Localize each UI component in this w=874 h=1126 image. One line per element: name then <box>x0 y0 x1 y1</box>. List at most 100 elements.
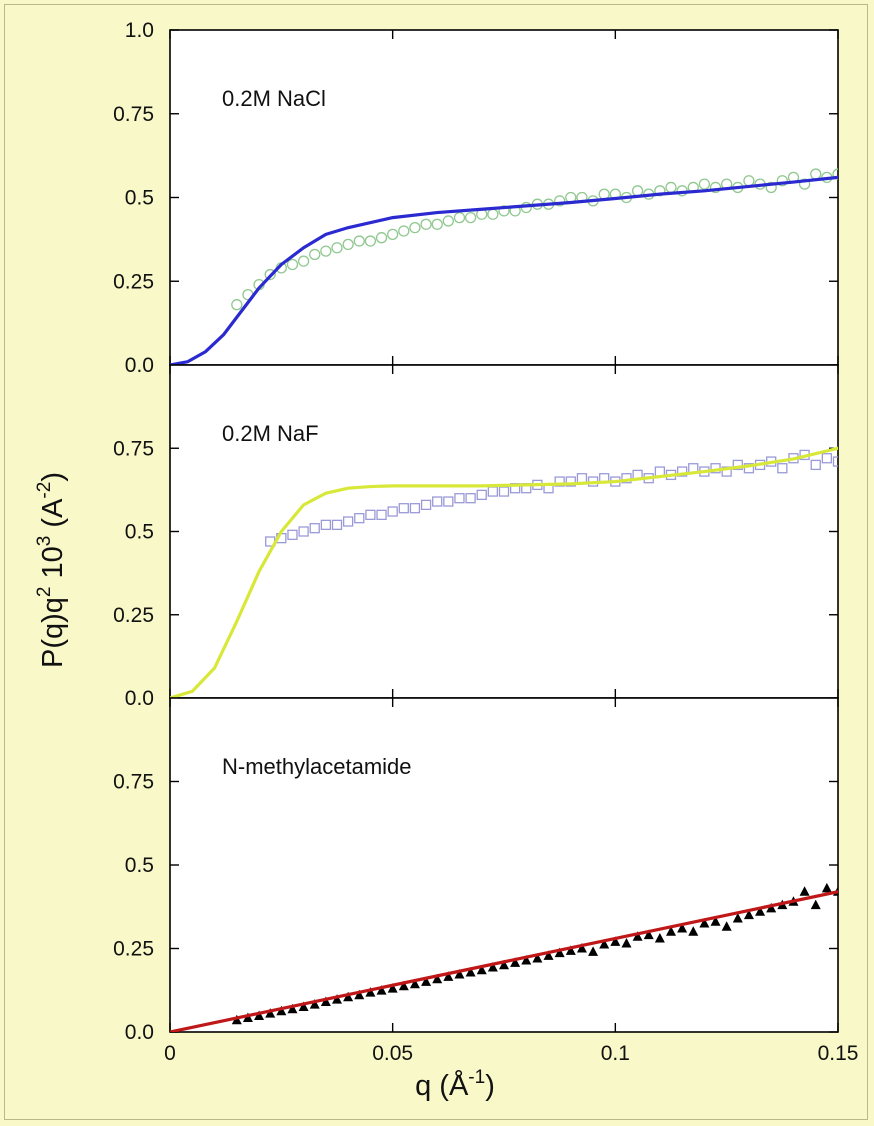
data-point-triangle <box>376 985 387 995</box>
panel-1: 0.0 0.25 0.5 0.75 1.0 0.2M NaCl <box>113 19 839 377</box>
data-point-triangle <box>499 959 509 970</box>
data-point-triangle <box>320 996 331 1006</box>
data-point-triangle <box>554 947 565 958</box>
data-point-circle <box>420 218 432 230</box>
panel-frame-2 <box>169 364 839 699</box>
y-tick-label: 1.0 <box>125 19 154 42</box>
data-point-triangle <box>810 899 821 910</box>
data-point-triangle <box>732 912 743 923</box>
data-point-circle <box>286 258 299 271</box>
data-point-triangle <box>287 1003 298 1014</box>
series-line-n-methylacetamide <box>170 890 838 1032</box>
panel-plot-area-3 <box>170 882 838 1032</box>
data-point-triangle <box>421 976 432 986</box>
data-point-triangle <box>677 922 688 933</box>
data-point-square <box>732 459 743 471</box>
panel-2: 0.0 0.25 0.5 0.75 0.2M NaF <box>113 364 839 710</box>
data-point-triangle <box>621 937 632 948</box>
data-point-triangle <box>610 936 621 946</box>
data-point-circle <box>309 248 321 261</box>
data-point-circle <box>409 221 421 234</box>
panel-plot-area-2 <box>170 446 838 698</box>
data-point-square <box>498 486 510 497</box>
data-point-triangle <box>521 955 532 965</box>
data-point-square <box>365 509 376 521</box>
data-point-triangle <box>821 882 832 893</box>
data-point-square <box>810 459 821 471</box>
data-point-square <box>409 503 421 514</box>
data-point-circle <box>342 238 354 251</box>
data-point-square <box>565 476 576 487</box>
data-point-circle <box>320 245 332 257</box>
data-point-triangle <box>398 980 409 991</box>
data-point-square <box>443 496 454 507</box>
x-axis-title: q (Å-1) <box>415 1067 495 1102</box>
y-tick-label: 0.75 <box>113 437 154 460</box>
data-point-circle <box>331 242 343 254</box>
data-point-square <box>420 499 432 511</box>
y-tick-label: 0.25 <box>113 270 154 293</box>
data-point-square <box>354 513 365 524</box>
data-point-triangle <box>510 957 521 967</box>
data-point-square <box>777 463 788 474</box>
x-axis: 0 0.05 0.1 0.15 <box>164 1042 858 1065</box>
data-point-square <box>298 526 309 537</box>
data-point-square <box>676 466 688 477</box>
data-point-triangle <box>599 938 610 949</box>
data-point-triangle <box>699 917 710 928</box>
x-tick-label: 0.1 <box>601 1042 630 1065</box>
data-point-triangle <box>565 945 576 955</box>
data-point-square <box>554 476 565 487</box>
data-point-triangle <box>710 916 721 926</box>
data-point-triangle <box>654 932 665 943</box>
data-point-triangle <box>543 950 554 960</box>
data-point-triangle <box>588 946 599 956</box>
data-point-circle <box>353 235 365 247</box>
data-point-circle <box>431 218 443 230</box>
data-point-circle <box>464 211 477 224</box>
data-point-triangle <box>387 983 398 993</box>
data-point-square <box>432 496 443 507</box>
data-point-triangle <box>332 994 342 1004</box>
panel-label-n-methylacetamide: N-methylacetamide <box>222 754 412 779</box>
data-point-triangle <box>476 964 487 975</box>
data-point-square <box>821 453 833 464</box>
y-tick-label: 0.5 <box>125 187 154 210</box>
y-tick-label: 0.0 <box>125 687 154 710</box>
data-point-triangle <box>532 953 543 963</box>
series-line-0-2m-naf <box>170 446 838 698</box>
data-point-square <box>376 509 387 521</box>
panel-plot-area-1 <box>170 168 838 365</box>
x-tick-label: 0.05 <box>372 1042 413 1065</box>
data-point-triangle <box>632 931 643 941</box>
data-point-square <box>398 503 409 514</box>
data-point-square <box>309 523 320 534</box>
y-axis-title: P(q)q2 103 (A-2) <box>34 472 69 668</box>
data-point-triangle <box>343 991 354 1002</box>
data-point-triangle <box>755 906 766 916</box>
panels-group: 0.0 0.25 0.5 0.75 1.0 0.2M NaCl 0.0 0.25 0.5 0.75… <box>113 19 839 1044</box>
data-point-square <box>342 516 354 527</box>
figure-frame <box>4 4 868 1120</box>
panel-frame-1 <box>169 29 839 366</box>
data-point-circle <box>832 168 838 180</box>
data-point-square <box>832 456 838 467</box>
data-point-triangle <box>743 909 754 920</box>
data-point-square <box>743 463 755 474</box>
series-line-0-2m-nacl <box>170 175 838 365</box>
data-point-circle <box>554 195 566 207</box>
y-tick-label: 0.5 <box>125 854 154 877</box>
data-point-triangle <box>354 989 365 1000</box>
data-point-triangle <box>265 1008 276 1018</box>
data-point-circle <box>231 299 243 311</box>
data-point-triangle <box>799 886 810 896</box>
x-tick-label: 0.15 <box>818 1042 859 1065</box>
y-tick-label: 0.75 <box>113 771 154 794</box>
data-point-circle <box>453 211 466 224</box>
data-point-triangle <box>688 926 699 936</box>
data-point-circle <box>498 205 510 217</box>
data-point-square <box>454 493 465 504</box>
x-tick-label: 0 <box>164 1042 176 1065</box>
data-point-triangle <box>365 987 376 997</box>
data-point-square <box>331 519 343 530</box>
